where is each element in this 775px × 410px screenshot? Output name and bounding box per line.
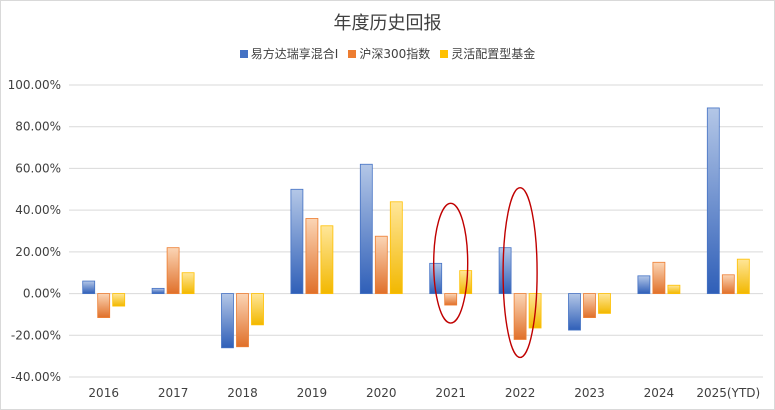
bar-0-2023 xyxy=(568,293,581,331)
bar-2-2024 xyxy=(667,284,681,294)
x-tick-label: 2022 xyxy=(505,386,536,400)
legend-item-0: 易方达瑞享混合I xyxy=(239,45,339,62)
legend-swatch-2 xyxy=(440,49,449,58)
highlight-ellipse-2021 xyxy=(433,202,469,324)
x-tick-label: 2017 xyxy=(158,386,189,400)
y-tick-label: 40.00% xyxy=(15,203,61,217)
bar-2-2020 xyxy=(389,201,403,294)
legend-label-1: 沪深300指数 xyxy=(359,47,431,61)
legend-label-0: 易方达瑞享混合I xyxy=(250,47,339,61)
y-tick-label: -20.00% xyxy=(11,328,61,342)
x-tick-label: 2025(YTD) xyxy=(696,386,760,400)
bar-2-2023 xyxy=(598,293,611,314)
highlight-ellipse-2022 xyxy=(502,186,538,359)
bar-2-2018 xyxy=(251,293,264,326)
bar-0-2022 xyxy=(498,247,512,294)
legend-swatch-1 xyxy=(348,49,357,58)
chart-title: 年度历史回报 xyxy=(333,13,442,34)
x-tick-label: 2019 xyxy=(297,386,328,400)
x-tick-label: 2018 xyxy=(227,386,258,400)
bar-1-2016 xyxy=(97,293,111,318)
x-tick-label: 2016 xyxy=(88,386,119,400)
legend-item-2: 灵活配置型基金 xyxy=(440,45,535,62)
y-tick-label: 60.00% xyxy=(15,161,61,175)
bar-2-2019 xyxy=(320,225,334,294)
y-tick-label: 80.00% xyxy=(15,120,61,134)
legend-label-2: 灵活配置型基金 xyxy=(451,47,536,61)
bar-2-2025(YTD) xyxy=(736,258,750,294)
y-tick-label: 100.00% xyxy=(8,78,61,92)
bar-2-2017 xyxy=(181,272,195,294)
bar-1-2024 xyxy=(652,261,666,294)
x-tick-label: 2020 xyxy=(366,386,397,400)
chart-legend: 易方达瑞享混合I 沪深300指数 灵活配置型基金 xyxy=(1,45,774,62)
bar-1-2025(YTD) xyxy=(721,274,735,294)
x-tick-label: 2024 xyxy=(644,386,675,400)
bar-1-2023 xyxy=(583,293,596,318)
legend-item-1: 沪深300指数 xyxy=(348,45,430,62)
legend-swatch-0 xyxy=(239,49,248,58)
bar-1-2019 xyxy=(305,218,319,294)
y-tick-label: -40.00% xyxy=(11,370,61,384)
bar-0-2024 xyxy=(637,275,651,294)
bar-0-2019 xyxy=(290,188,304,294)
x-tick-label: 2021 xyxy=(435,386,466,400)
bar-0-2017 xyxy=(151,287,165,294)
y-tick-label: 0.00% xyxy=(23,287,61,301)
bar-1-2022 xyxy=(513,293,527,340)
bar-0-2018 xyxy=(221,293,234,349)
y-tick-label: 20.00% xyxy=(15,245,61,259)
bar-0-2025(YTD) xyxy=(706,107,720,294)
bar-0-2016 xyxy=(82,280,96,294)
x-tick-label: 2023 xyxy=(574,386,605,400)
bar-2-2016 xyxy=(112,293,126,307)
bar-1-2021 xyxy=(444,293,458,306)
bar-1-2017 xyxy=(166,247,180,294)
bar-0-2020 xyxy=(359,163,373,294)
bar-1-2018 xyxy=(236,293,249,348)
bar-1-2020 xyxy=(374,235,388,294)
